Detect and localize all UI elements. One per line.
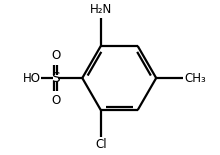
- Text: HO: HO: [23, 71, 41, 84]
- Text: O: O: [51, 94, 60, 107]
- Text: O: O: [51, 49, 60, 62]
- Text: Cl: Cl: [95, 138, 106, 151]
- Text: S: S: [51, 71, 60, 85]
- Text: CH₃: CH₃: [184, 71, 206, 84]
- Text: H₂N: H₂N: [90, 3, 112, 16]
